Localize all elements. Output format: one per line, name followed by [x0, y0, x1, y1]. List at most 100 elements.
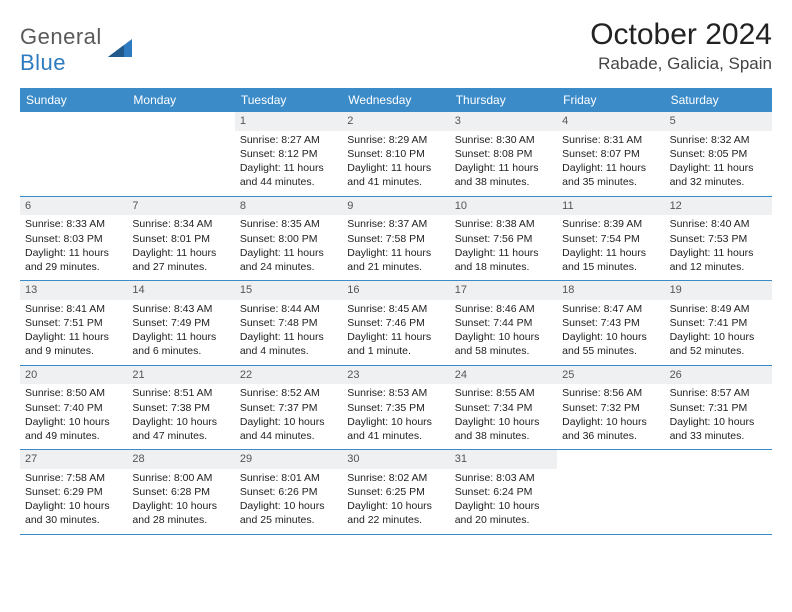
cell-body: Sunrise: 8:43 AMSunset: 7:49 PMDaylight:…	[127, 300, 234, 365]
cell-body: Sunrise: 8:38 AMSunset: 7:56 PMDaylight:…	[450, 215, 557, 280]
day-number: 13	[20, 281, 127, 300]
cell-body: Sunrise: 8:49 AMSunset: 7:41 PMDaylight:…	[665, 300, 772, 365]
day-number: 29	[235, 450, 342, 469]
cell-body: Sunrise: 8:34 AMSunset: 8:01 PMDaylight:…	[127, 215, 234, 280]
daylight-text: Daylight: 11 hours and 6 minutes.	[132, 330, 229, 358]
sunrise-text: Sunrise: 8:57 AM	[670, 386, 767, 400]
sunset-text: Sunset: 8:10 PM	[347, 147, 444, 161]
daylight-text: Daylight: 10 hours and 55 minutes.	[562, 330, 659, 358]
daylight-text: Daylight: 10 hours and 44 minutes.	[240, 415, 337, 443]
title-block: October 2024 Rabade, Galicia, Spain	[590, 18, 772, 74]
sunrise-text: Sunrise: 8:27 AM	[240, 133, 337, 147]
logo-text: General Blue	[20, 24, 102, 76]
calendar-cell: 9Sunrise: 8:37 AMSunset: 7:58 PMDaylight…	[342, 197, 449, 281]
cell-body: Sunrise: 8:50 AMSunset: 7:40 PMDaylight:…	[20, 384, 127, 449]
day-number: 10	[450, 197, 557, 216]
cell-body: Sunrise: 8:46 AMSunset: 7:44 PMDaylight:…	[450, 300, 557, 365]
sunset-text: Sunset: 6:26 PM	[240, 485, 337, 499]
sunrise-text: Sunrise: 7:58 AM	[25, 471, 122, 485]
day-number: 15	[235, 281, 342, 300]
calendar-cell: 7Sunrise: 8:34 AMSunset: 8:01 PMDaylight…	[127, 197, 234, 281]
daylight-text: Daylight: 11 hours and 12 minutes.	[670, 246, 767, 274]
day-number: 18	[557, 281, 664, 300]
calendar-cell: 11Sunrise: 8:39 AMSunset: 7:54 PMDayligh…	[557, 197, 664, 281]
sunset-text: Sunset: 8:05 PM	[670, 147, 767, 161]
calendar-cell: 31Sunrise: 8:03 AMSunset: 6:24 PMDayligh…	[450, 450, 557, 534]
calendar-cell: 13Sunrise: 8:41 AMSunset: 7:51 PMDayligh…	[20, 281, 127, 365]
sunset-text: Sunset: 7:43 PM	[562, 316, 659, 330]
sunset-text: Sunset: 7:34 PM	[455, 401, 552, 415]
sunset-text: Sunset: 6:29 PM	[25, 485, 122, 499]
sail-icon	[106, 35, 134, 66]
cell-body: Sunrise: 8:47 AMSunset: 7:43 PMDaylight:…	[557, 300, 664, 365]
sunrise-text: Sunrise: 8:56 AM	[562, 386, 659, 400]
sunset-text: Sunset: 7:56 PM	[455, 232, 552, 246]
location: Rabade, Galicia, Spain	[590, 54, 772, 74]
day-number: 20	[20, 366, 127, 385]
daylight-text: Daylight: 10 hours and 58 minutes.	[455, 330, 552, 358]
daylight-text: Daylight: 10 hours and 38 minutes.	[455, 415, 552, 443]
day-number: 14	[127, 281, 234, 300]
cell-body: Sunrise: 8:40 AMSunset: 7:53 PMDaylight:…	[665, 215, 772, 280]
day-header: Sunday	[20, 88, 127, 112]
daylight-text: Daylight: 11 hours and 32 minutes.	[670, 161, 767, 189]
daylight-text: Daylight: 11 hours and 27 minutes.	[132, 246, 229, 274]
sunrise-text: Sunrise: 8:50 AM	[25, 386, 122, 400]
logo: General Blue	[20, 18, 134, 76]
day-number: 25	[557, 366, 664, 385]
sunrise-text: Sunrise: 8:41 AM	[25, 302, 122, 316]
cell-body: Sunrise: 8:00 AMSunset: 6:28 PMDaylight:…	[127, 469, 234, 534]
sunrise-text: Sunrise: 8:35 AM	[240, 217, 337, 231]
daylight-text: Daylight: 10 hours and 30 minutes.	[25, 499, 122, 527]
day-number: 19	[665, 281, 772, 300]
sunset-text: Sunset: 7:40 PM	[25, 401, 122, 415]
day-header-row: Sunday Monday Tuesday Wednesday Thursday…	[20, 88, 772, 112]
cell-body: Sunrise: 8:29 AMSunset: 8:10 PMDaylight:…	[342, 131, 449, 196]
day-number: 22	[235, 366, 342, 385]
cell-body: Sunrise: 8:51 AMSunset: 7:38 PMDaylight:…	[127, 384, 234, 449]
cell-body: Sunrise: 8:02 AMSunset: 6:25 PMDaylight:…	[342, 469, 449, 534]
sunrise-text: Sunrise: 8:40 AM	[670, 217, 767, 231]
day-number: 12	[665, 197, 772, 216]
day-header: Saturday	[665, 88, 772, 112]
calendar-cell: 30Sunrise: 8:02 AMSunset: 6:25 PMDayligh…	[342, 450, 449, 534]
cell-body	[20, 116, 127, 124]
calendar-cell: 24Sunrise: 8:55 AMSunset: 7:34 PMDayligh…	[450, 366, 557, 450]
sunset-text: Sunset: 8:08 PM	[455, 147, 552, 161]
sunrise-text: Sunrise: 8:46 AM	[455, 302, 552, 316]
sunrise-text: Sunrise: 8:37 AM	[347, 217, 444, 231]
day-number: 6	[20, 197, 127, 216]
cell-body: Sunrise: 7:58 AMSunset: 6:29 PMDaylight:…	[20, 469, 127, 534]
sunset-text: Sunset: 7:54 PM	[562, 232, 659, 246]
daylight-text: Daylight: 11 hours and 18 minutes.	[455, 246, 552, 274]
sunrise-text: Sunrise: 8:02 AM	[347, 471, 444, 485]
day-number: 24	[450, 366, 557, 385]
cell-body: Sunrise: 8:37 AMSunset: 7:58 PMDaylight:…	[342, 215, 449, 280]
day-number: 5	[665, 112, 772, 131]
calendar-cell	[127, 112, 234, 196]
day-header: Friday	[557, 88, 664, 112]
cell-body: Sunrise: 8:53 AMSunset: 7:35 PMDaylight:…	[342, 384, 449, 449]
day-number: 1	[235, 112, 342, 131]
daylight-text: Daylight: 10 hours and 41 minutes.	[347, 415, 444, 443]
sunrise-text: Sunrise: 8:49 AM	[670, 302, 767, 316]
cell-body	[127, 116, 234, 124]
sunrise-text: Sunrise: 8:30 AM	[455, 133, 552, 147]
logo-word1: General	[20, 24, 102, 49]
sunset-text: Sunset: 7:49 PM	[132, 316, 229, 330]
sunset-text: Sunset: 7:37 PM	[240, 401, 337, 415]
day-number: 11	[557, 197, 664, 216]
sunrise-text: Sunrise: 8:29 AM	[347, 133, 444, 147]
calendar-cell: 3Sunrise: 8:30 AMSunset: 8:08 PMDaylight…	[450, 112, 557, 196]
header: General Blue October 2024 Rabade, Galici…	[20, 18, 772, 76]
daylight-text: Daylight: 10 hours and 28 minutes.	[132, 499, 229, 527]
calendar-cell	[20, 112, 127, 196]
daylight-text: Daylight: 10 hours and 25 minutes.	[240, 499, 337, 527]
daylight-text: Daylight: 11 hours and 1 minute.	[347, 330, 444, 358]
calendar-cell: 10Sunrise: 8:38 AMSunset: 7:56 PMDayligh…	[450, 197, 557, 281]
month-title: October 2024	[590, 18, 772, 52]
calendar-cell: 18Sunrise: 8:47 AMSunset: 7:43 PMDayligh…	[557, 281, 664, 365]
calendar-cell: 20Sunrise: 8:50 AMSunset: 7:40 PMDayligh…	[20, 366, 127, 450]
sunset-text: Sunset: 6:24 PM	[455, 485, 552, 499]
cell-body	[557, 454, 664, 462]
